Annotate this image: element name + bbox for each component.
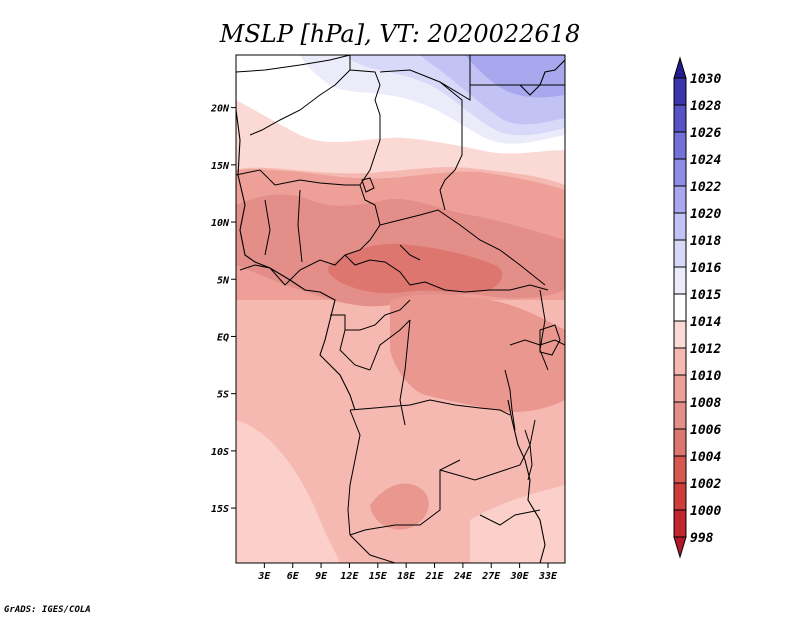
colorbar-label: 1014 [690, 315, 721, 330]
field-southwest-ocean [236, 420, 340, 563]
plot-frame [235, 54, 566, 564]
colorbar-label: 1002 [690, 477, 721, 492]
colorbar-extend-low [673, 536, 687, 559]
y-tick-label: 15S [211, 504, 229, 515]
x-tick-label: 18E [397, 571, 416, 582]
colorbar-bin [673, 401, 687, 430]
colorbar-label: 1016 [690, 261, 721, 276]
colorbar-label: 1000 [690, 504, 721, 519]
x-tick-label: 6E [287, 571, 300, 582]
y-tick-label: 10S [211, 447, 229, 458]
colorbar-bin [673, 347, 687, 376]
x-tick-label: 24E [453, 571, 473, 582]
colorbar-label: 998 [690, 531, 714, 546]
y-axis: 20N 15N 10N 5N EQ 5S 10S 15S [210, 104, 236, 515]
colorbar-label: 1012 [690, 342, 721, 357]
colorbar-label: 1020 [690, 207, 721, 222]
chart-title: MSLP [hPa], VT: 2020022618 [219, 20, 580, 48]
y-tick-label: 5N [217, 275, 230, 286]
x-tick-label: 15E [369, 571, 388, 582]
y-tick-label: 15N [211, 161, 230, 172]
x-tick-label: 27E [481, 571, 501, 582]
lake-victoria [539, 324, 561, 356]
colorbar-label: 1006 [690, 423, 721, 438]
x-tick-label: 3E [257, 571, 271, 582]
colorbar-label: 1008 [690, 396, 721, 411]
x-tick-label: 30E [510, 571, 530, 582]
x-tick-label: 33E [538, 571, 558, 582]
x-tick-label: 21E [425, 571, 445, 582]
colorbar-label: 1018 [690, 234, 721, 249]
colorbar-bin [673, 509, 687, 538]
colorbar-label: 1010 [690, 369, 721, 384]
colorbar-bin [673, 428, 687, 457]
colorbar-label: 1026 [690, 126, 721, 141]
field-south-blob [370, 483, 429, 530]
x-axis: 3E 6E 9E 12E 15E 18E 21E 24E 27E 30E 33E [257, 563, 558, 582]
colorbar-bin [673, 77, 687, 106]
colorbar-bin [673, 104, 687, 133]
colorbar-label: 1028 [690, 99, 721, 114]
y-tick-label: 20N [210, 104, 230, 115]
lake-malawi [524, 429, 533, 481]
colorbar-bin [673, 212, 687, 241]
colorbar-extend-high [673, 56, 687, 79]
colorbar-bin [673, 185, 687, 214]
colorbar-bin [673, 131, 687, 160]
country-borders [236, 55, 565, 563]
y-tick-label: 5S [217, 390, 229, 401]
y-tick-label: EQ [217, 332, 229, 343]
colorbar-bin [673, 320, 687, 349]
colorbar-bin [673, 374, 687, 403]
field-southeast-light [470, 485, 565, 563]
colorbar-label: 1015 [690, 288, 721, 303]
colorbar-bin [673, 158, 687, 187]
colorbar-label: 1022 [690, 180, 721, 195]
colorbar-label: 1024 [690, 153, 721, 168]
x-tick-label: 9E [315, 571, 328, 582]
colorbar: 998 1000 1002 1004 1006 1008 1010 1012 1014 1015 1… [673, 56, 721, 559]
pressure-field [236, 55, 565, 563]
y-tick-label: 10N [211, 218, 230, 229]
colorbar-bin [673, 293, 687, 322]
x-tick-label: 12E [340, 571, 359, 582]
colorbar-label: 1030 [690, 72, 721, 87]
colorbar-label: 1004 [690, 450, 721, 465]
lake-tanganyika [504, 369, 516, 431]
lake-chad [361, 177, 375, 193]
grads-credit: GrADS: IGES/COLA [4, 605, 91, 615]
field-1006 [328, 243, 503, 294]
colorbar-bin [673, 482, 687, 511]
colorbar-bin [673, 266, 687, 295]
colorbar-bin [673, 455, 687, 484]
coastlines [236, 59, 565, 563]
field-north-1022 [465, 55, 565, 98]
colorbar-bin [673, 239, 687, 268]
field-congo [390, 294, 565, 412]
